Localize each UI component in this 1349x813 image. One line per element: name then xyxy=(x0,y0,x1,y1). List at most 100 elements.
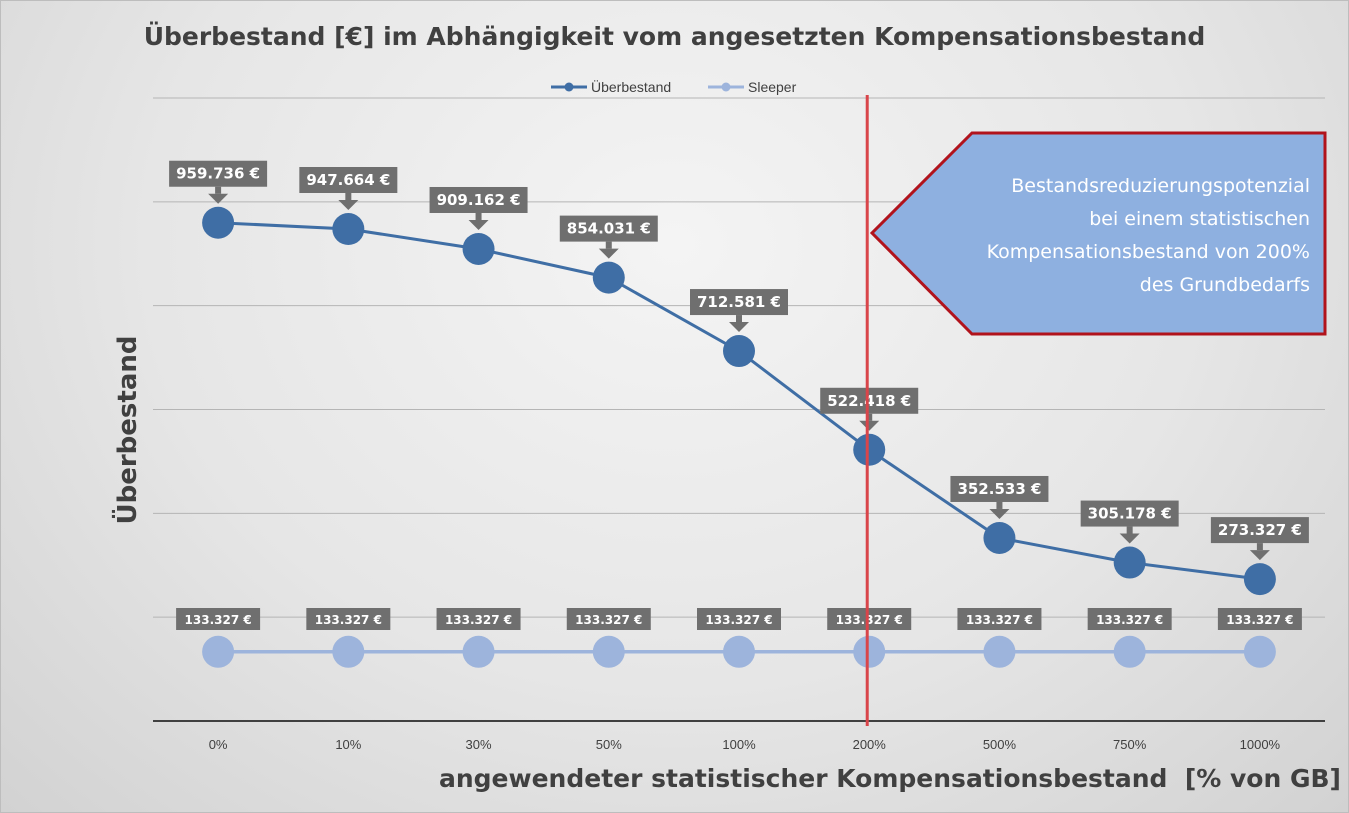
data-label-arrow-head xyxy=(1119,533,1140,544)
data-label-text: 712.581 € xyxy=(697,293,781,311)
data-label: 909.162 € xyxy=(429,186,528,230)
data-point xyxy=(592,261,625,294)
data-label-text: 133.327 € xyxy=(836,613,903,627)
data-label-text: 352.533 € xyxy=(957,480,1041,498)
x-tick-label: 0% xyxy=(209,737,228,752)
data-label-arrow-stem xyxy=(1126,526,1133,534)
legend-swatch-marker xyxy=(721,82,731,92)
data-label-box xyxy=(957,608,1042,630)
data-label-box xyxy=(306,608,391,630)
data-point xyxy=(1243,635,1276,668)
data-label: 352.533 € xyxy=(950,475,1049,519)
data-label: 959.736 € xyxy=(169,160,268,204)
legend-swatch-marker xyxy=(564,82,574,92)
data-point xyxy=(853,433,886,466)
data-label: 305.178 € xyxy=(1080,500,1179,544)
x-tick-label: 200% xyxy=(853,737,887,752)
data-label-arrow-head xyxy=(989,508,1010,519)
data-label: 133.327 € xyxy=(436,608,521,630)
data-label-box xyxy=(566,608,651,630)
data-label: 273.327 € xyxy=(1210,517,1309,561)
data-label-arrow-head xyxy=(598,248,619,259)
data-label-box xyxy=(176,608,261,630)
data-label-text: 273.327 € xyxy=(1218,521,1302,539)
data-label: 133.327 € xyxy=(566,608,651,630)
data-point xyxy=(853,635,886,668)
data-label-arrow-stem xyxy=(1256,543,1263,551)
data-point xyxy=(1243,563,1276,596)
data-label-text: 947.664 € xyxy=(306,171,390,189)
x-tick-label: 500% xyxy=(983,737,1017,752)
x-tick-label: 1000% xyxy=(1240,737,1281,752)
data-label-arrow-stem xyxy=(215,186,222,194)
callout-line: bei einem statistischen xyxy=(1089,208,1310,230)
callout-arrow xyxy=(869,131,1327,336)
data-label-box xyxy=(827,608,912,630)
data-label-box xyxy=(697,608,781,630)
data-label: 133.327 € xyxy=(697,608,781,630)
data-point xyxy=(723,635,755,668)
data-label: 133.327 € xyxy=(176,608,261,630)
data-label-box xyxy=(1210,517,1309,544)
data-label: 133.327 € xyxy=(1217,608,1302,630)
data-point xyxy=(462,635,495,668)
data-label-box xyxy=(690,289,788,316)
x-tick-label: 10% xyxy=(335,737,361,752)
data-label-text: 133.327 € xyxy=(1226,613,1293,627)
data-label: 522.418 € xyxy=(820,387,919,431)
data-point xyxy=(202,635,235,668)
data-label-text: 909.162 € xyxy=(437,191,521,209)
data-label-arrow-head xyxy=(208,193,229,204)
data-label-arrow-stem xyxy=(996,501,1003,509)
chart-title: Überbestand [€] im Abhängigkeit vom ange… xyxy=(143,22,1206,51)
data-label-box xyxy=(950,475,1049,502)
data-point xyxy=(332,213,365,246)
data-label-arrow-head xyxy=(338,200,359,211)
data-label-arrow-stem xyxy=(605,241,612,249)
callout-line: Bestandsreduzierungspotenzial xyxy=(1011,175,1310,197)
data-point xyxy=(202,206,235,239)
data-point xyxy=(1113,635,1146,668)
data-label: 133.327 € xyxy=(827,608,912,630)
data-label-box xyxy=(429,186,528,213)
x-axis-label: angewendeter statistischer Kompensations… xyxy=(438,764,1341,793)
data-point xyxy=(983,635,1016,668)
data-label-arrow-stem xyxy=(475,212,482,220)
data-label-arrow-head xyxy=(859,420,880,431)
data-label-text: 522.418 € xyxy=(827,392,911,410)
data-label-arrow-stem xyxy=(345,193,352,201)
legend: Überbestand Sleeper xyxy=(551,78,797,95)
data-label-text: 133.327 € xyxy=(705,613,772,627)
data-point xyxy=(983,521,1016,554)
data-label-text: 133.327 € xyxy=(966,613,1033,627)
data-label-box xyxy=(169,160,268,187)
data-label-arrow-head xyxy=(1249,550,1270,561)
legend-label: Sleeper xyxy=(748,79,797,95)
y-axis-label: Überbestand xyxy=(113,335,143,525)
data-label-box xyxy=(1087,608,1172,630)
data-label-arrow-head xyxy=(729,322,749,333)
data-label-text: 133.327 € xyxy=(185,613,252,627)
data-label-box xyxy=(1080,500,1179,527)
data-label: 133.327 € xyxy=(306,608,391,630)
data-label-box xyxy=(436,608,521,630)
data-label: 133.327 € xyxy=(957,608,1042,630)
data-point xyxy=(1113,546,1146,579)
data-label-arrow-stem xyxy=(736,315,742,323)
x-tick-label: 50% xyxy=(596,737,622,752)
data-point xyxy=(332,635,365,668)
data-label-text: 305.178 € xyxy=(1088,505,1172,523)
data-label-box xyxy=(1217,608,1302,630)
data-label-text: 133.327 € xyxy=(445,613,512,627)
legend-label: Überbestand xyxy=(591,78,671,95)
data-label: 854.031 € xyxy=(559,215,658,259)
x-tick-label: 30% xyxy=(466,737,492,752)
data-label-arrow-stem xyxy=(866,413,873,421)
data-label-text: 959.736 € xyxy=(176,165,260,183)
data-label-box xyxy=(299,167,398,194)
callout-line: des Grundbedarfs xyxy=(1139,274,1310,296)
data-point xyxy=(592,635,625,668)
data-label-arrow-head xyxy=(468,219,489,230)
x-tick-label: 750% xyxy=(1113,737,1147,752)
